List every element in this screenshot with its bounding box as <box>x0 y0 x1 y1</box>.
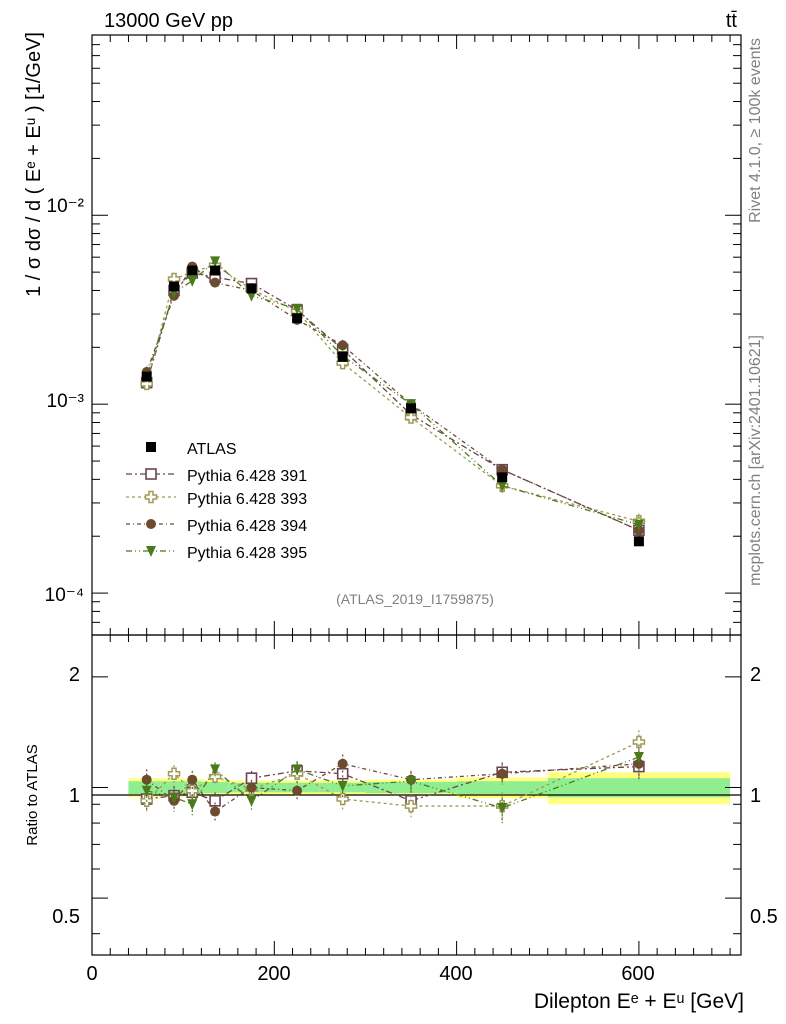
y-tick-label-1e-2: 10⁻² <box>47 196 85 217</box>
ratio-point-p394 <box>292 785 303 796</box>
point-atlas <box>292 313 303 324</box>
main-series-layer <box>140 256 646 547</box>
axis-ticks <box>91 34 741 955</box>
legend-marker-atlas <box>146 442 156 452</box>
ratio-point-p391 <box>209 794 221 807</box>
ratio-band-inner <box>547 778 731 798</box>
ratio-line-p391 <box>146 765 639 802</box>
point-atlas <box>633 536 644 547</box>
point-p395 <box>210 256 221 268</box>
point-p394 <box>210 277 221 288</box>
ratio-point-p395 <box>406 776 417 788</box>
ratio-point-p394 <box>337 758 348 769</box>
point-atlas <box>337 351 348 362</box>
ratio-point-p393 <box>208 770 222 783</box>
ratio-point-p393 <box>186 784 199 797</box>
ratio-line-p394 <box>146 763 639 813</box>
legend-label-395: Pythia 6.428 395 <box>187 545 307 562</box>
legend-label-393: Pythia 6.428 393 <box>187 491 307 508</box>
point-atlas <box>141 371 152 382</box>
ratio-point-p394 <box>246 782 257 793</box>
point-p395 <box>246 290 257 302</box>
ratio-band-inner <box>456 781 548 794</box>
y-axis-title-ratio: Ratio to ATLAS <box>24 744 41 845</box>
ratio-tick-label-right-2: 2 <box>750 664 761 686</box>
x-tick-label-0: 0 <box>86 963 97 985</box>
ratio-series-layer <box>140 730 646 824</box>
ratio-point-p395 <box>292 764 303 776</box>
point-atlas <box>246 283 257 294</box>
ratio-point-p395 <box>337 780 348 792</box>
legend-label-394: Pythia 6.428 394 <box>187 518 307 535</box>
ratio-tick-label-right-1: 1 <box>750 785 761 807</box>
ratio-point-p394 <box>633 758 644 769</box>
point-atlas <box>497 472 508 483</box>
ratio-point-p393 <box>404 799 418 813</box>
legend-label-391: Pythia 6.428 391 <box>187 468 307 485</box>
point-p393 <box>404 411 418 424</box>
legend-marker-p393 <box>144 490 158 504</box>
mcplots-label: mcplots.cern.ch [arXiv:2401.10621] <box>747 335 764 586</box>
ratio-point-p393 <box>336 792 349 806</box>
point-p395 <box>497 480 508 492</box>
x-tick-label-600: 600 <box>621 963 654 985</box>
ratio-point-p395 <box>187 799 198 811</box>
series-line-p395 <box>146 260 640 526</box>
ratio-tick-label-0.5: 0.5 <box>52 906 80 928</box>
point-atlas <box>406 403 417 414</box>
point-atlas <box>169 281 180 292</box>
point-atlas <box>210 265 221 276</box>
point-atlas <box>187 265 198 276</box>
point-p395 <box>633 519 644 531</box>
ratio-point-p393 <box>167 767 181 780</box>
header-process-label: tt̄ <box>726 10 738 32</box>
ratio-point-p395 <box>169 792 180 804</box>
legend-marker-p395 <box>146 546 156 557</box>
ratio-point-p395 <box>497 802 508 814</box>
y-tick-label-1e-3: 10⁻³ <box>47 391 85 412</box>
ratio-point-p395 <box>246 795 257 807</box>
x-tick-label-400: 400 <box>439 963 472 985</box>
y-axis-title-main: 1 / σ dσ / d ( Eᵉ + Eᵘ ) [1/GeV] <box>23 32 45 297</box>
series-line-p391 <box>146 272 640 531</box>
legend-label-atlas: ATLAS <box>187 441 237 458</box>
ratio-line-p393 <box>146 741 640 807</box>
ratio-tick-label-1: 1 <box>69 785 80 807</box>
ratio-line-p395 <box>146 756 640 809</box>
rivet-version-label: Rivet 4.1.0, ≥ 100k events <box>747 38 764 223</box>
ratio-band-inner <box>201 781 229 794</box>
ratio-point-p395 <box>210 764 221 776</box>
ratio-point-p394 <box>210 806 221 817</box>
point-p395 <box>292 303 303 315</box>
point-p395 <box>187 275 198 287</box>
y-tick-label-1e-4: 10⁻⁴ <box>45 585 84 606</box>
point-p393 <box>140 377 153 391</box>
legend-marker-p391 <box>145 468 157 480</box>
analysis-id-label: (ATLAS_2019_I1759875) <box>336 591 494 607</box>
ratio-point-p393 <box>632 735 646 749</box>
ratio-tick-label-2: 2 <box>69 664 80 686</box>
legend: ATLAS Pythia 6.428 391 Pythia 6.428 393 … <box>126 441 307 562</box>
point-p394 <box>497 464 508 475</box>
x-axis-title: Dilepton Eᵉ + Eᵘ [GeV] <box>534 990 744 1013</box>
ratio-point-p394 <box>497 768 508 779</box>
legend-marker-p394 <box>146 519 156 529</box>
ratio-point-p395 <box>141 785 152 797</box>
ratio-point-p394 <box>187 774 198 785</box>
ratio-point-p395 <box>633 752 644 764</box>
x-tick-label-200: 200 <box>257 963 290 985</box>
header-energy-label: 13000 GeV pp <box>104 10 233 32</box>
point-p394 <box>337 340 348 351</box>
ratio-tick-label-right-0.5: 0.5 <box>750 906 778 928</box>
